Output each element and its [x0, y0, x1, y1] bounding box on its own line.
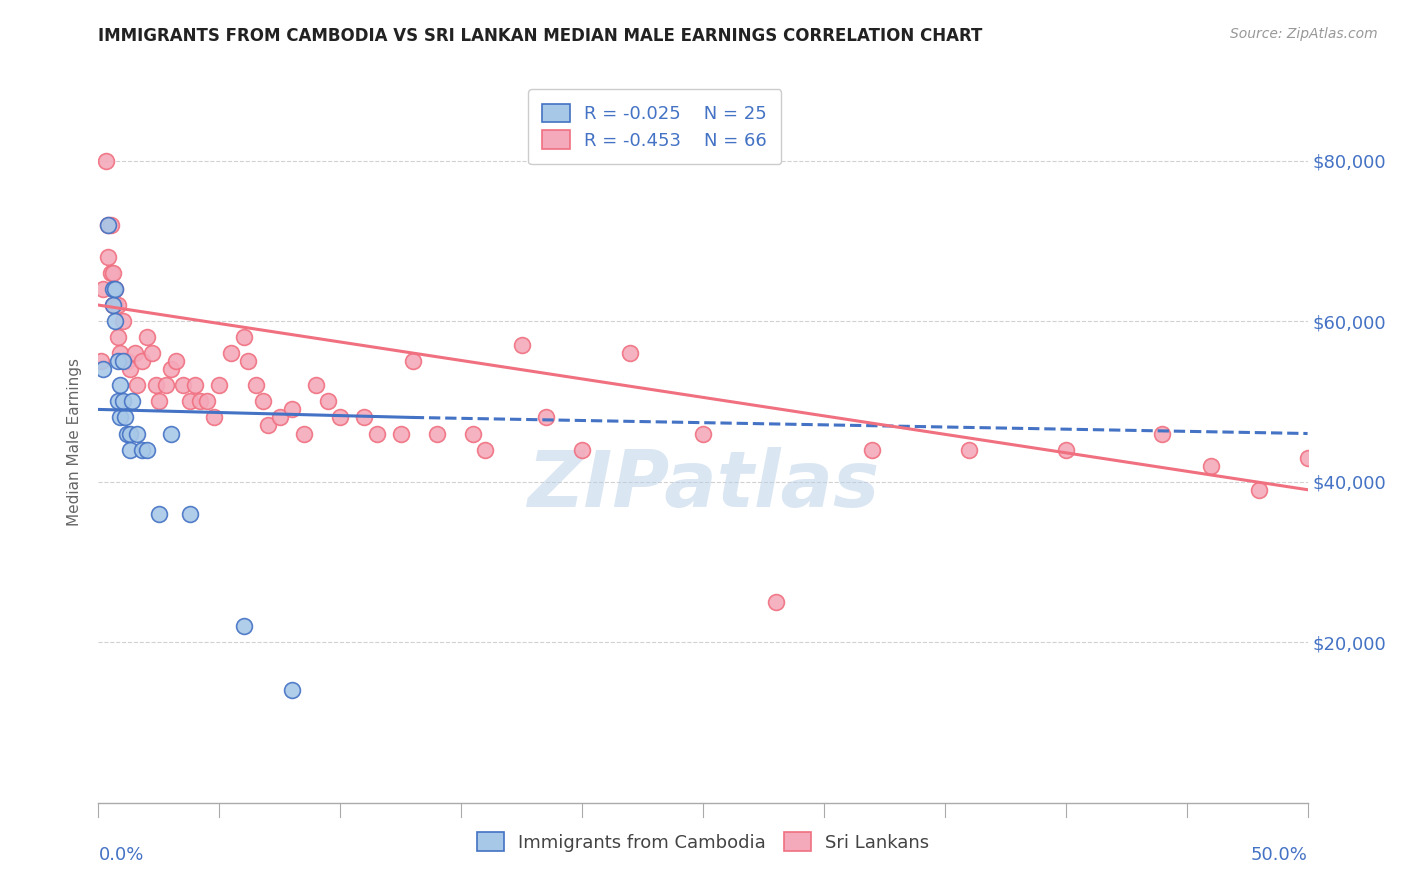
Point	[97, 218, 120, 232]
Point	[165, 354, 187, 368]
Point	[957, 442, 980, 457]
Point	[305, 378, 328, 392]
Point	[111, 394, 134, 409]
Point	[571, 442, 593, 457]
Point	[114, 410, 136, 425]
Point	[91, 282, 114, 296]
Point	[160, 362, 183, 376]
Point	[269, 410, 291, 425]
Text: IMMIGRANTS FROM CAMBODIA VS SRI LANKAN MEDIAN MALE EARNINGS CORRELATION CHART: IMMIGRANTS FROM CAMBODIA VS SRI LANKAN M…	[98, 27, 983, 45]
Point	[117, 354, 139, 368]
Point	[104, 314, 127, 328]
Point	[118, 426, 141, 441]
Point	[474, 442, 496, 457]
Point	[104, 282, 127, 296]
Point	[107, 354, 129, 368]
Point	[124, 346, 146, 360]
Point	[765, 595, 787, 609]
Point	[179, 507, 201, 521]
Point	[141, 346, 163, 360]
Point	[281, 402, 304, 417]
Point	[108, 346, 131, 360]
Point	[121, 394, 143, 409]
Point	[1152, 426, 1174, 441]
Point	[353, 410, 375, 425]
Point	[117, 426, 139, 441]
Point	[366, 426, 388, 441]
Text: 0.0%: 0.0%	[98, 847, 143, 864]
Point	[619, 346, 641, 360]
Point	[131, 354, 153, 368]
Point	[101, 282, 124, 296]
Point	[94, 153, 117, 168]
Point	[100, 266, 122, 280]
Point	[184, 378, 207, 392]
Point	[108, 410, 131, 425]
Point	[101, 298, 124, 312]
Y-axis label: Median Male Earnings: Median Male Earnings	[67, 358, 83, 525]
Point	[145, 378, 167, 392]
Point	[97, 250, 120, 264]
Point	[860, 442, 883, 457]
Text: 50.0%: 50.0%	[1251, 847, 1308, 864]
Point	[111, 314, 134, 328]
Point	[510, 338, 533, 352]
Point	[148, 394, 170, 409]
Point	[1249, 483, 1271, 497]
Point	[111, 354, 134, 368]
Point	[179, 394, 201, 409]
Point	[148, 507, 170, 521]
Point	[91, 362, 114, 376]
Point	[155, 378, 177, 392]
Point	[195, 394, 218, 409]
Point	[118, 442, 141, 457]
Point	[692, 426, 714, 441]
Point	[252, 394, 274, 409]
Point	[97, 218, 120, 232]
Point	[118, 362, 141, 376]
Legend: Immigrants from Cambodia, Sri Lankans: Immigrants from Cambodia, Sri Lankans	[463, 818, 943, 866]
Text: Source: ZipAtlas.com: Source: ZipAtlas.com	[1230, 27, 1378, 41]
Point	[188, 394, 211, 409]
Point	[238, 354, 260, 368]
Point	[108, 378, 131, 392]
Point	[107, 394, 129, 409]
Point	[204, 410, 226, 425]
Point	[245, 378, 267, 392]
Point	[127, 426, 149, 441]
Point	[131, 442, 153, 457]
Text: ZIPatlas: ZIPatlas	[527, 447, 879, 523]
Point	[107, 298, 129, 312]
Point	[1054, 442, 1077, 457]
Point	[389, 426, 412, 441]
Point	[316, 394, 339, 409]
Point	[232, 330, 254, 344]
Point	[232, 619, 254, 633]
Point	[402, 354, 425, 368]
Point	[256, 418, 278, 433]
Point	[426, 426, 449, 441]
Point	[90, 354, 112, 368]
Point	[104, 282, 127, 296]
Point	[101, 298, 124, 312]
Point	[135, 442, 157, 457]
Point	[292, 426, 315, 441]
Point	[127, 378, 149, 392]
Point	[329, 410, 352, 425]
Point	[107, 330, 129, 344]
Point	[172, 378, 194, 392]
Point	[281, 683, 304, 698]
Point	[104, 298, 127, 312]
Point	[221, 346, 243, 360]
Point	[1199, 458, 1222, 473]
Point	[101, 266, 124, 280]
Point	[463, 426, 485, 441]
Point	[1296, 450, 1319, 465]
Point	[100, 218, 122, 232]
Point	[135, 330, 157, 344]
Point	[534, 410, 557, 425]
Point	[208, 378, 231, 392]
Point	[160, 426, 183, 441]
